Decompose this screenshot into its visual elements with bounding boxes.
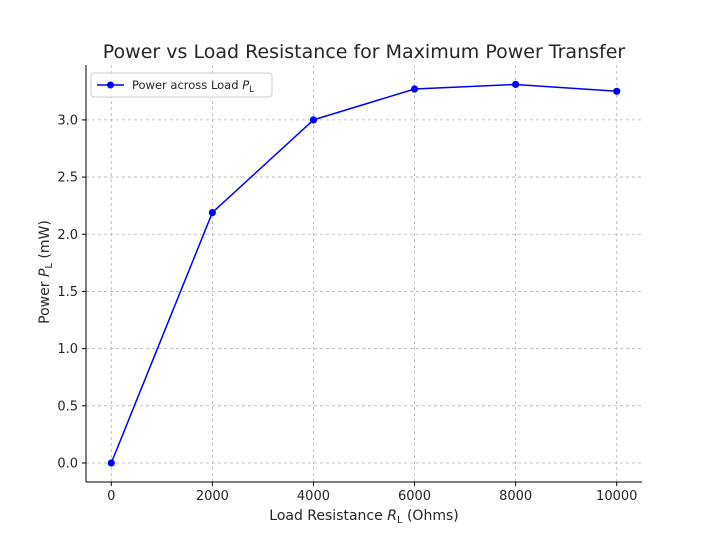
legend-box [90,72,273,98]
axes: 0 2000 4000 6000 8000 10000 0.0 0.5 1.0 1.5 2.0 2.5… [57,65,642,504]
data-point-0-1 [208,208,216,217]
data-point-0-5 [613,87,621,95]
x-tick-label-0: 0 [107,489,115,504]
x-tick-label-3: 6000 [398,489,431,504]
legend: Power across Load PL [90,72,273,98]
legend-marker-swatch [107,81,114,89]
plot-area [107,80,621,467]
x-tick-label-5: 10000 [596,489,637,504]
y-tick-label-2: 1.0 [57,342,78,357]
y-axis-label: Power PL (mW) [37,220,55,324]
y-tick-label-1: 0.5 [57,399,78,414]
y-tick-label-0: 0.0 [57,457,78,472]
data-point-0-2 [309,116,318,124]
x-tick-label-1: 2000 [196,489,229,504]
data-point-0-4 [512,80,520,89]
chart-title: Power vs Load Resistance for Maximum Pow… [103,41,626,63]
x-axis-label: Load Resistance RL (Ohms) [269,508,458,526]
grid-lines [86,65,642,482]
y-tick-label-3: 1.5 [57,285,78,300]
data-point-0-0 [107,459,115,467]
x-tick-label-2: 4000 [297,489,330,504]
y-tick-label-6: 3.0 [57,113,78,128]
data-point-0-3 [410,85,419,93]
legend-entry-power: Power across Load PL [132,78,254,95]
x-tick-label-4: 8000 [499,489,532,504]
series-line-0 [110,83,617,464]
y-tick-label-4: 2.0 [57,228,78,243]
y-tick-label-5: 2.5 [57,171,78,186]
